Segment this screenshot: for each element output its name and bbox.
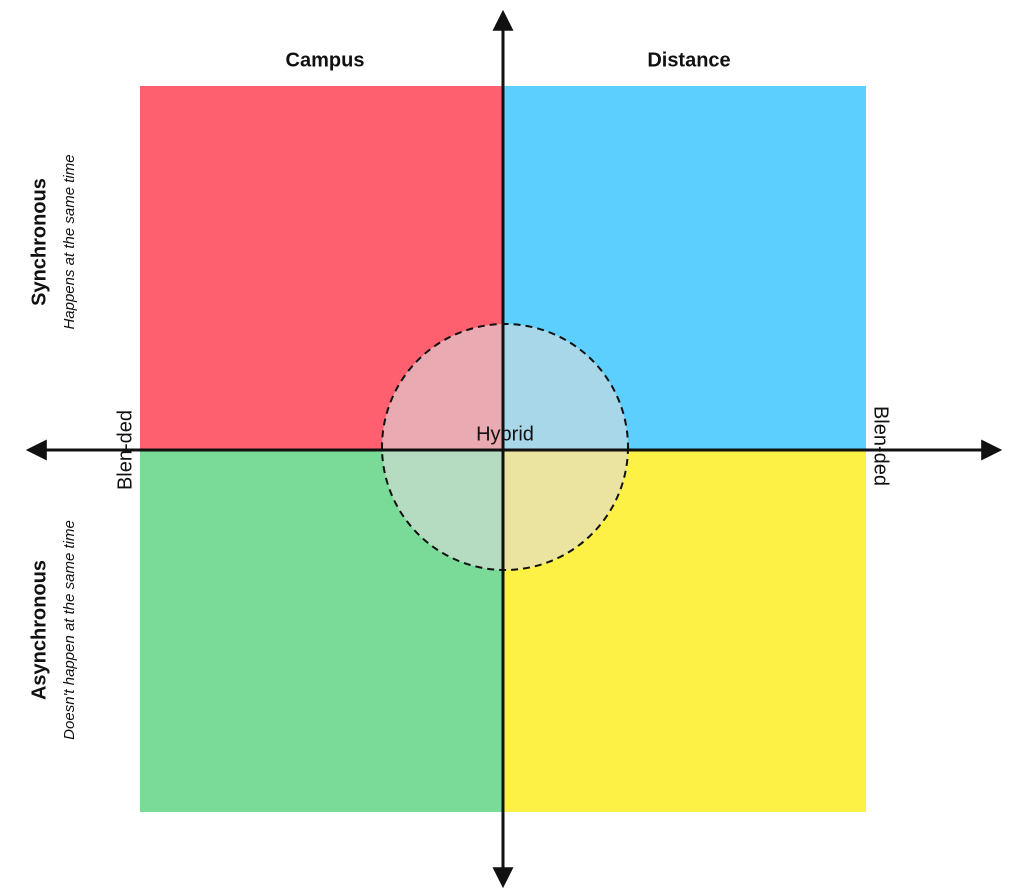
column-label: Distance [647, 49, 730, 71]
column-label: Campus [286, 49, 365, 71]
row-title: Asynchronous [28, 560, 50, 700]
row-title: Synchronous [28, 178, 50, 306]
row-subtitle: Happens at the same time [61, 154, 78, 329]
center-label: Hybrid [476, 423, 534, 445]
side-label: Blen-ded [114, 410, 136, 490]
hybrid-circle [381, 323, 629, 571]
side-label: Blen-ded [870, 406, 892, 486]
row-subtitle: Doesn't happen at the same time [61, 520, 78, 740]
